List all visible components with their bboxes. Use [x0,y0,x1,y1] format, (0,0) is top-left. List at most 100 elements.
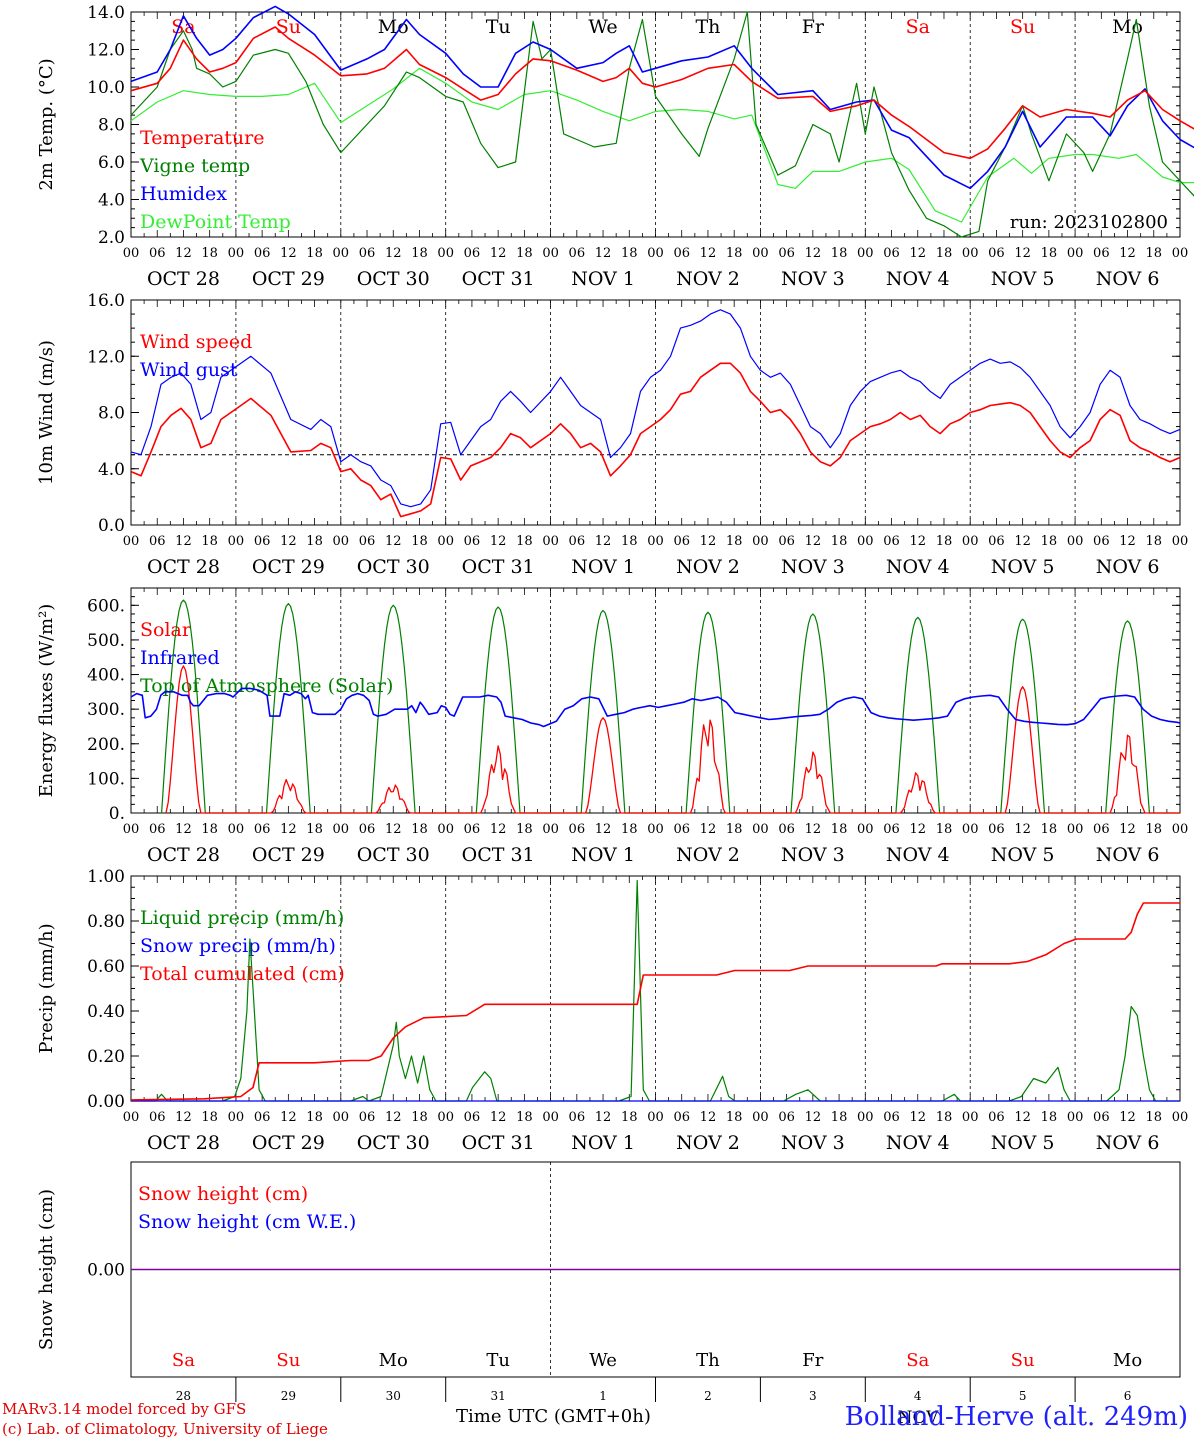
day-tick-label: OCT 30 [357,268,430,290]
day-tick-label: OCT 28 [147,268,220,290]
hour-tick-label: 06 [1093,246,1110,261]
snow-weekday-label: Fr [802,1350,823,1371]
day-tick-label: OCT 29 [252,268,325,290]
hour-tick-label: 00 [962,246,979,261]
day-tick-label: NOV 5 [991,844,1055,866]
hour-tick-label: 06 [569,246,586,261]
hour-tick-label: 06 [359,246,376,261]
hour-tick-label: 00 [647,822,664,837]
day-tick-label: NOV 2 [676,1132,740,1154]
day-tick-label: OCT 29 [252,1132,325,1154]
snow-day-number: 2 [704,1389,712,1403]
hour-tick-label: 06 [778,822,795,837]
hour-tick-label: 06 [883,822,900,837]
hour-tick-label: 12 [909,1110,926,1125]
hour-tick-label: 06 [673,246,690,261]
hour-tick-label: 12 [385,822,402,837]
weekday-label: Tu [486,16,511,38]
hour-tick-label: 12 [1119,246,1136,261]
snow-day-number: 6 [1124,1389,1132,1403]
legend-entry: Humidex [140,183,227,205]
hour-tick-label: 12 [490,822,507,837]
hour-tick-label: 12 [1119,822,1136,837]
hour-tick-label: 18 [726,1110,743,1125]
y-tick-label: 0. [109,804,125,824]
hour-tick-label: 00 [228,534,245,549]
hour-tick-label: 12 [175,822,192,837]
hour-tick-label: 06 [778,534,795,549]
hour-tick-label: 18 [516,534,533,549]
legend-entry: Vigne temp [139,155,250,177]
day-tick-label: NOV 3 [781,844,845,866]
hour-tick-label: 12 [280,822,297,837]
day-tick-label: NOV 3 [781,1132,845,1154]
hour-tick-label: 12 [1014,1110,1031,1125]
hour-tick-label: 12 [1119,534,1136,549]
hour-tick-label: 12 [175,246,192,261]
hour-tick-label: 06 [254,534,271,549]
hour-tick-label: 18 [831,1110,848,1125]
hour-tick-label: 00 [1172,822,1189,837]
hour-tick-label: 06 [883,1110,900,1125]
hour-tick-label: 18 [1041,534,1058,549]
hour-tick-label: 18 [936,534,953,549]
legend-entry: Snow precip (mm/h) [140,935,336,957]
hour-tick-label: 18 [306,246,323,261]
y-axis-label: 2m Temp. (°C) [36,58,57,190]
day-tick-label: NOV 6 [1096,1132,1160,1154]
hour-tick-label: 18 [621,534,638,549]
hour-tick-label: 00 [962,1110,979,1125]
legend-entry: Wind speed [140,331,252,353]
day-tick-label: NOV 2 [676,556,740,578]
hour-tick-label: 18 [621,822,638,837]
hour-tick-label: 12 [700,534,717,549]
hour-tick-label: 06 [254,246,271,261]
weekday-label: Su [276,16,301,38]
day-tick-label: NOV 5 [991,1132,1055,1154]
day-tick-label: NOV 1 [571,1132,635,1154]
day-tick-label: OCT 31 [462,844,535,866]
day-tick-label: OCT 28 [147,844,220,866]
hour-tick-label: 06 [359,822,376,837]
hour-tick-label: 00 [333,246,350,261]
series-dewpoint-temp [130,67,1194,223]
snow-weekday-label: Sa [906,1350,929,1371]
hour-tick-label: 06 [569,1110,586,1125]
hour-tick-label: 18 [1041,1110,1058,1125]
snow-day-number: 5 [1019,1389,1027,1403]
y-tick-label: 0.60 [87,957,125,977]
snow-weekday-label: Tu [486,1350,510,1371]
hour-tick-label: 00 [857,822,874,837]
hour-tick-label: 12 [805,534,822,549]
hour-tick-label: 12 [280,1110,297,1125]
hour-tick-label: 06 [149,822,166,837]
legend-entry: Snow height (cm W.E.) [138,1211,356,1233]
hour-tick-label: 12 [175,1110,192,1125]
series-wind-speed [130,362,1181,518]
y-tick-label: 100. [87,769,125,789]
hour-tick-label: 12 [385,246,402,261]
hour-tick-label: 18 [306,534,323,549]
hour-tick-label: 00 [752,534,769,549]
hour-tick-label: 06 [464,246,481,261]
hour-tick-label: 06 [149,534,166,549]
hour-tick-label: 18 [516,1110,533,1125]
day-tick-label: NOV 2 [676,844,740,866]
snow-weekday-label: Sa [172,1350,195,1371]
hour-tick-label: 18 [831,534,848,549]
hour-tick-label: 00 [542,1110,559,1125]
hour-tick-label: 00 [123,246,140,261]
day-tick-label: NOV 5 [991,556,1055,578]
snow-day-number: 1 [599,1389,607,1403]
y-tick-label: 0.00 [87,1261,125,1281]
weekday-label: Mo [378,16,409,38]
hour-tick-label: 00 [647,1110,664,1125]
legend-entry: Snow height (cm) [138,1183,308,1205]
hour-tick-label: 00 [857,534,874,549]
hour-tick-label: 12 [595,534,612,549]
hour-tick-label: 00 [333,534,350,549]
hour-tick-label: 18 [201,534,218,549]
series-solar [165,665,1180,814]
y-tick-label: 0.00 [87,1092,125,1112]
hour-tick-label: 12 [280,246,297,261]
